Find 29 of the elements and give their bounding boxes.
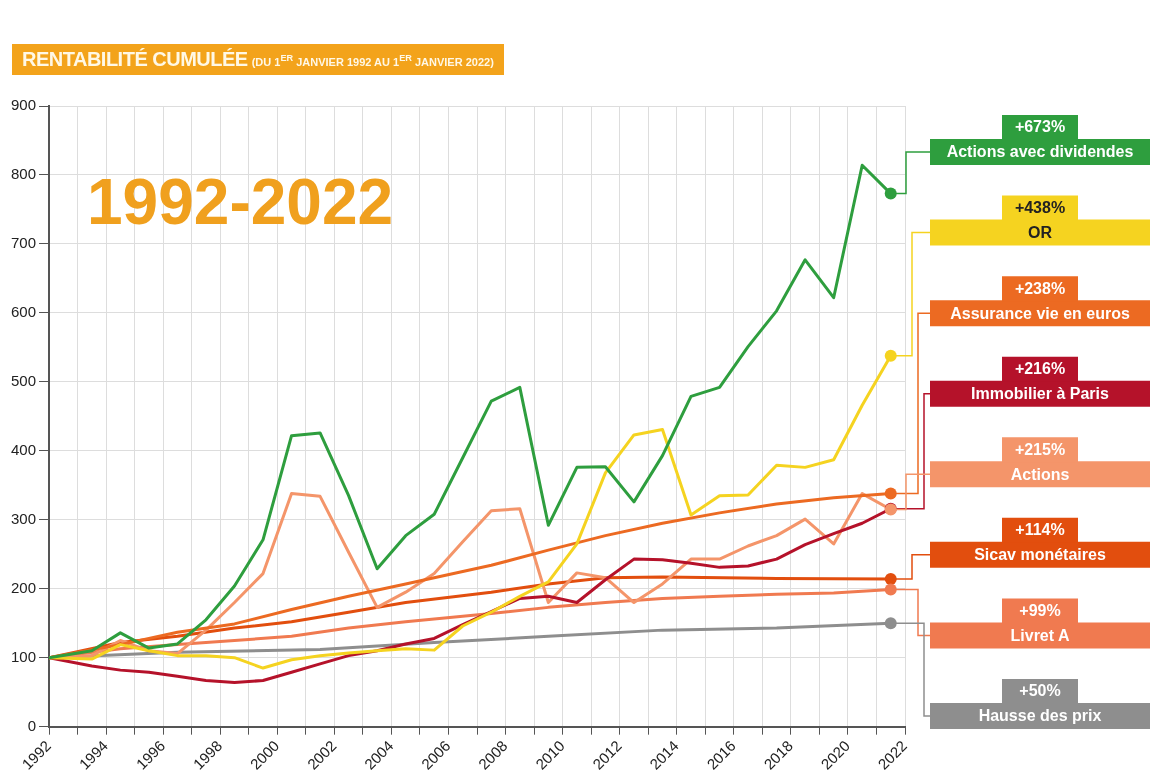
y-tick-label: 0 bbox=[27, 716, 37, 734]
y-tick-label: 400 bbox=[11, 440, 37, 458]
y-tick-label: 900 bbox=[11, 96, 37, 114]
legend-label: Immobilier à Paris bbox=[971, 385, 1110, 403]
y-tick-label: 700 bbox=[11, 234, 37, 252]
y-tick-label: 200 bbox=[11, 578, 37, 596]
text: +99% bbox=[1019, 601, 1061, 619]
y-tick-label: 100 bbox=[11, 647, 37, 665]
text: +438% bbox=[1014, 198, 1066, 216]
text: +238% bbox=[1014, 279, 1066, 297]
legend-label: Assurance vie en euros bbox=[950, 304, 1130, 322]
y-tick-label: 600 bbox=[11, 303, 37, 321]
annotation: 1992-2022 bbox=[87, 165, 394, 238]
text: +216% bbox=[1014, 360, 1066, 378]
text: +215% bbox=[1014, 440, 1066, 458]
legend-label: Actions bbox=[1010, 465, 1070, 483]
chart-subtitle: (DU 1$^{ER}$ JANVIER 1992 AU 1$^{ER}$ JANVIER 2022) bbox=[251, 53, 494, 68]
y-tick-label: 500 bbox=[11, 372, 37, 389]
text: +673% bbox=[1014, 118, 1066, 136]
text: +114% bbox=[1015, 521, 1065, 539]
legend-label: Actions avec dividendes bbox=[946, 143, 1134, 161]
legend-label: Hausse des prix bbox=[978, 707, 1102, 725]
text: +50% bbox=[1019, 682, 1061, 700]
y-tick-label: 300 bbox=[11, 509, 37, 527]
legend-label: OR bbox=[1028, 223, 1053, 241]
legend-label: Sicav monétaires bbox=[974, 546, 1106, 564]
legend-label: Livret A bbox=[1010, 626, 1070, 644]
y-tick-label: 800 bbox=[11, 165, 37, 183]
chart-title: RENTABILITÉ CUMULÉE bbox=[22, 48, 248, 70]
